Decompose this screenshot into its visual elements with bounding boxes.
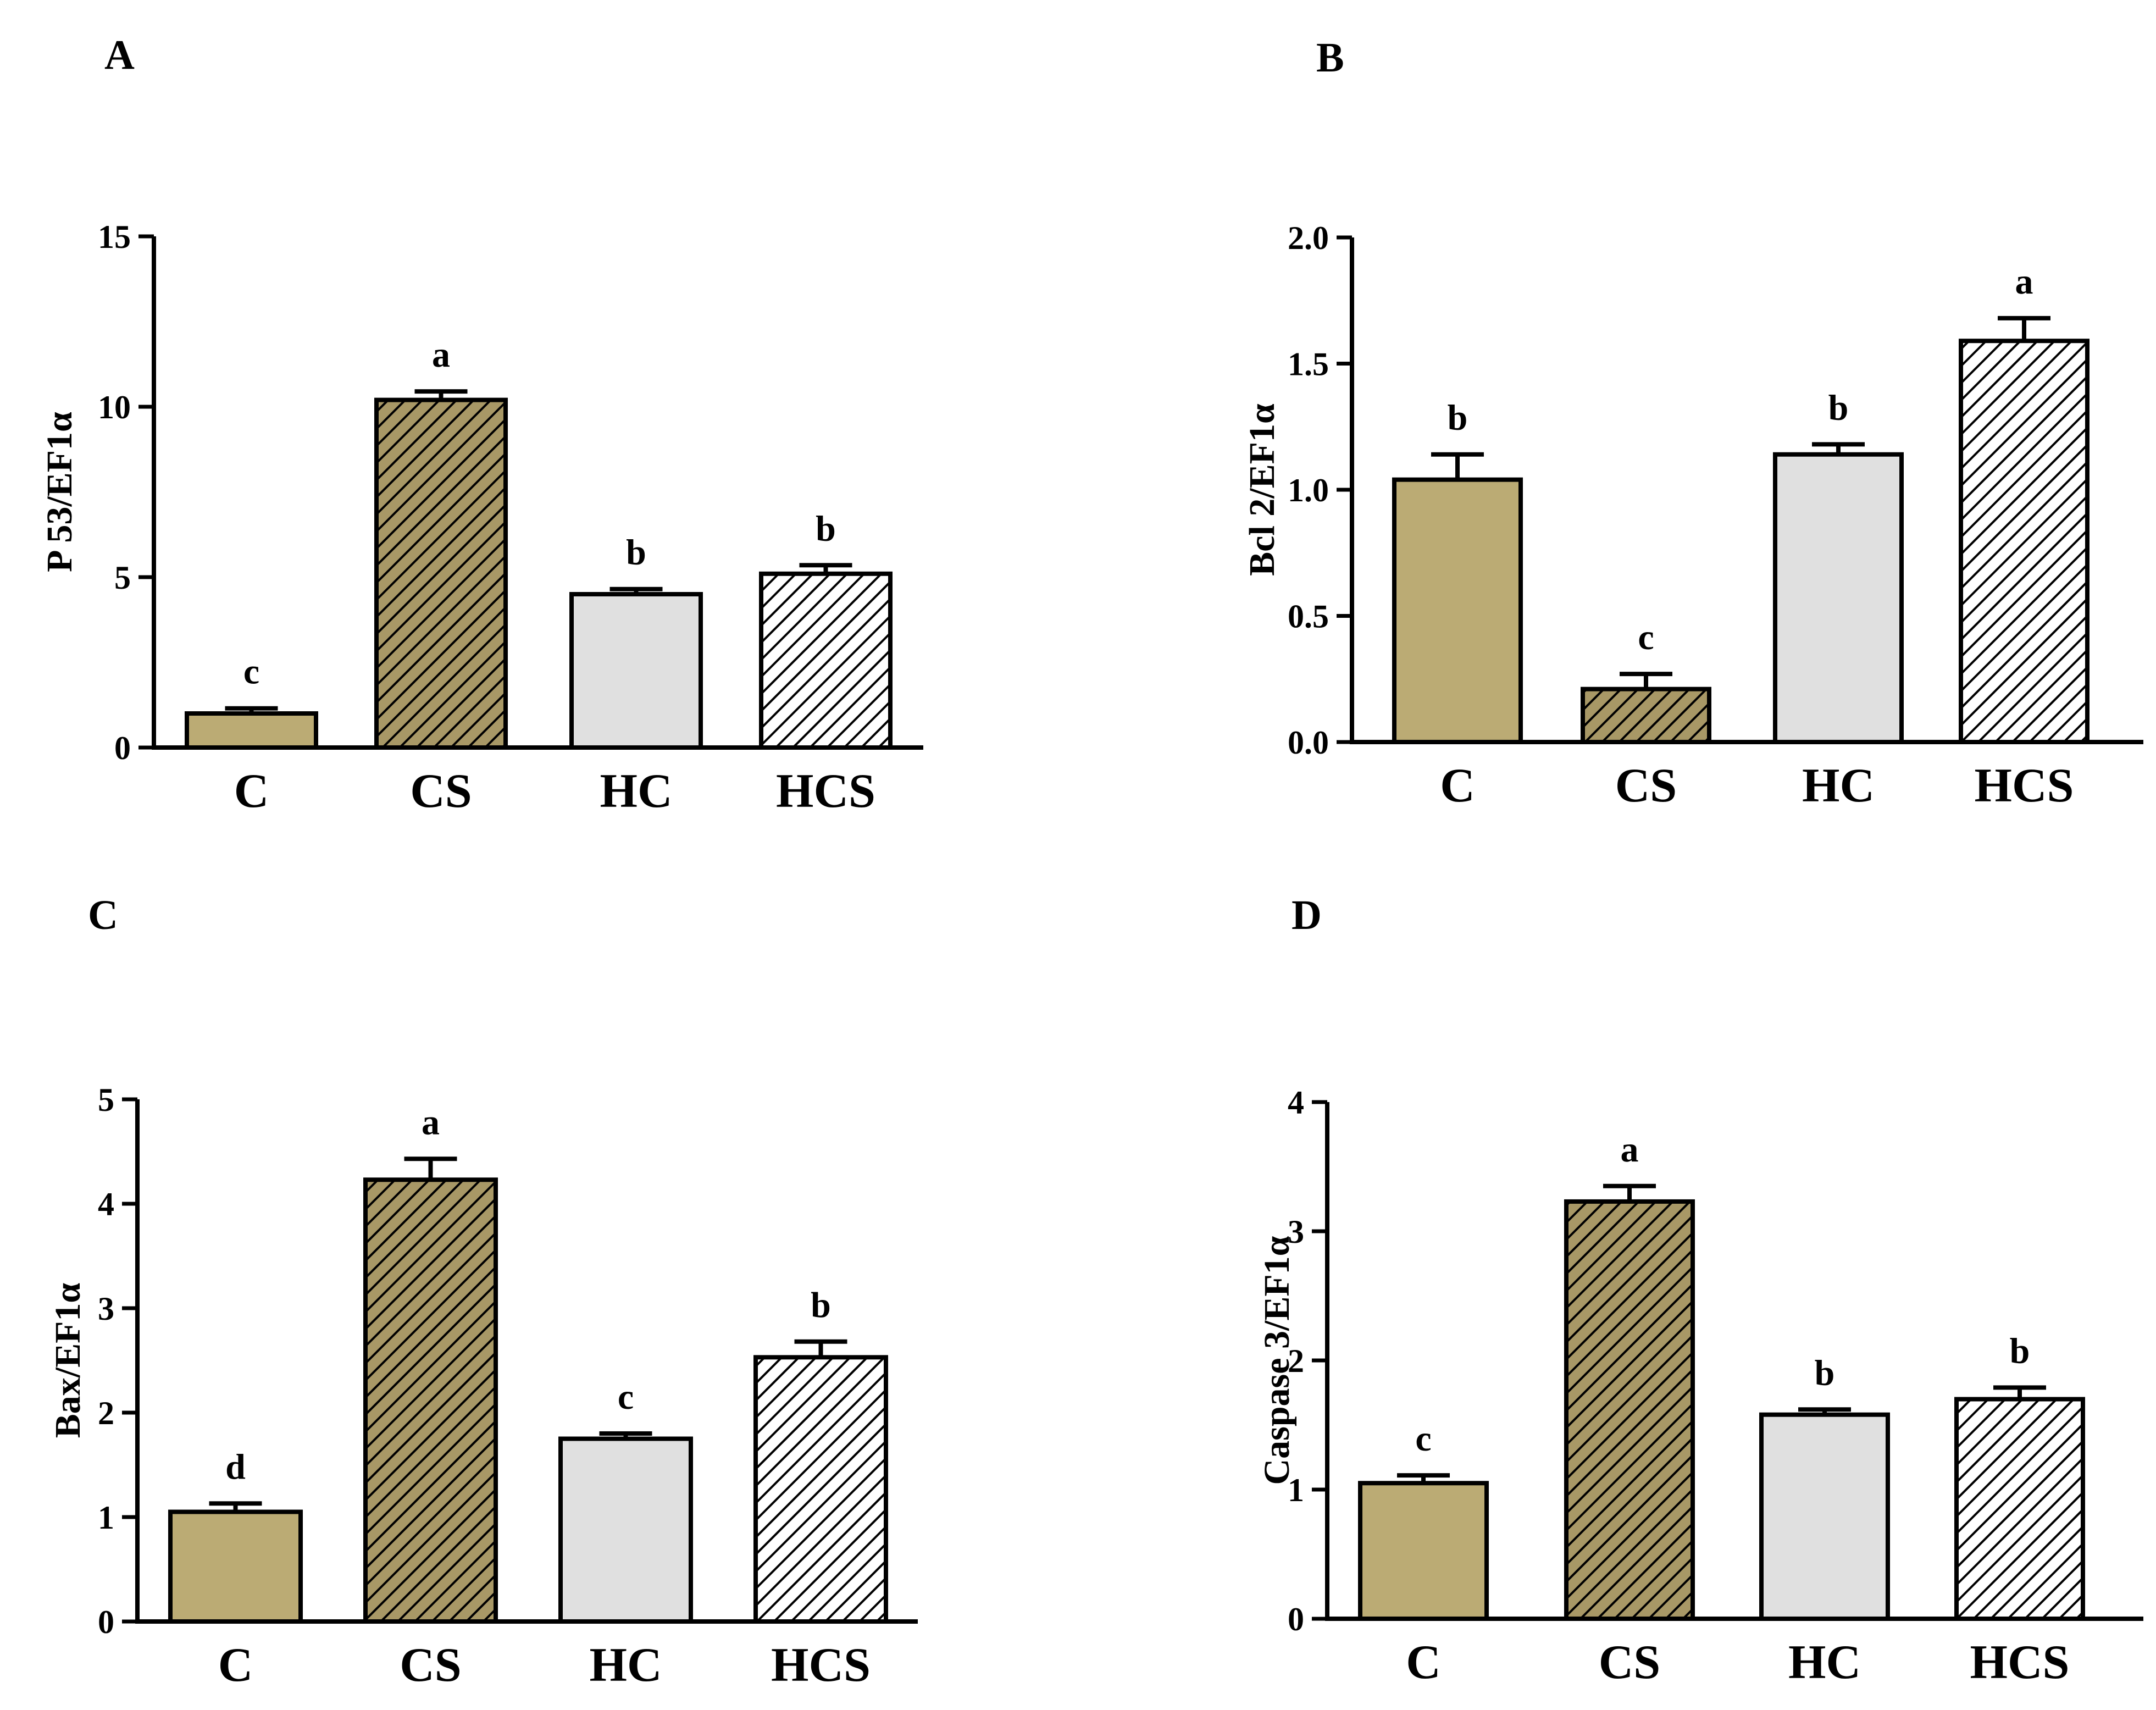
panel-D: D 0 1 2 3 4 Caspase 3/EF1α c Ca CS b HC b HCS [1257,892,2143,1689]
y-axis-label: Bax/EF1α [48,1283,88,1438]
significance-letter-HC: b [626,533,646,573]
bar-CS [374,397,508,750]
x-category-label-HC: HC [590,1639,662,1692]
significance-letter-CS: a [432,335,450,375]
x-category-label-HCS: HCS [771,1639,871,1692]
x-category-label-C: C [234,765,269,818]
panel-letter: A [104,32,135,78]
bar-C [1392,477,1523,744]
y-tick-label: 2.0 [1288,220,1329,256]
panel-C: C 0 1 2 3 4 5 Bax/EF1α d Ca CS c HC b HCS [48,892,918,1692]
y-tick-label: 1.5 [1288,346,1329,383]
significance-letter-C: d [225,1447,246,1487]
bar-CS [363,1177,498,1624]
significance-letter-CS: a [422,1102,440,1142]
significance-letter-HCS: b [816,508,836,549]
y-tick-label: 4 [98,1186,114,1222]
x-category-label-HC: HC [600,765,673,818]
y-tick-label: 1.0 [1288,472,1329,508]
y-axis-label: P 53/EF1α [40,412,80,572]
panel-A: A 0 5 10 15 P 53/EF1α c Ca CS b HC b HCS [40,32,923,818]
bar-C [168,1509,303,1624]
bar-HCS [759,571,893,750]
bar-CS [1564,1199,1695,1621]
panel-letter: B [1316,35,1344,81]
bar-HC [569,592,703,750]
x-category-label-CS: CS [1599,1636,1661,1689]
y-tick-label: 2 [98,1395,114,1431]
significance-letter-HC: b [1828,388,1849,428]
panel-letter: D [1292,892,1322,938]
y-tick-label: 5 [114,560,131,596]
y-tick-label: 2 [1288,1343,1304,1379]
bar-HCS [1959,339,2090,744]
bar-HCS [1954,1397,2085,1621]
y-tick-label: 1 [1288,1472,1304,1508]
significance-letter-C: c [243,652,259,692]
y-tick-label: 0 [1288,1601,1304,1637]
x-category-label-C: C [1406,1636,1441,1689]
x-category-label-CS: CS [400,1639,462,1692]
y-tick-label: 0.0 [1288,724,1329,761]
significance-letter-CS: a [1621,1130,1639,1170]
bar-C [185,711,318,750]
y-tick-label: 15 [98,219,131,255]
bar-HCS [753,1355,888,1624]
y-tick-label: 3 [98,1291,114,1327]
x-category-label-C: C [218,1639,253,1692]
y-tick-label: 0 [114,730,131,766]
significance-letter-CS: c [1638,617,1654,657]
significance-letter-HCS: a [2015,262,2033,302]
y-tick-label: 5 [98,1082,114,1118]
bar-C [1358,1481,1489,1621]
y-tick-label: 10 [98,389,131,425]
significance-letter-C: c [1415,1419,1431,1459]
x-category-label-HCS: HCS [1970,1636,2070,1689]
y-tick-label: 0.5 [1288,599,1329,635]
significance-letter-HC: c [618,1377,634,1417]
y-tick-label: 3 [1288,1214,1304,1250]
bar-HC [1759,1412,1890,1621]
panel-letter: C [88,892,118,938]
y-tick-label: 1 [98,1499,114,1536]
y-tick-label: 4 [1288,1084,1304,1121]
x-category-label-C: C [1440,759,1475,812]
significance-letter-HCS: b [2010,1331,2030,1371]
x-category-label-HC: HC [1802,759,1875,812]
y-tick-label: 0 [98,1604,114,1640]
x-category-label-HCS: HCS [1975,759,2074,812]
x-category-label-HC: HC [1788,1636,1861,1689]
significance-letter-HCS: b [811,1285,831,1325]
bar-HC [558,1436,693,1624]
panel-B: B 0.0 0.5 1.0 1.5 2.0 Bcl 2/EF1α b Cc CS b HC a HCS [1242,35,2143,812]
y-axis-label: Bcl 2/EF1α [1242,403,1282,576]
bar-HC [1773,452,1904,744]
bar-CS [1581,687,1711,744]
x-category-label-HCS: HCS [776,765,875,818]
y-axis-label: Caspase 3/EF1α [1257,1236,1297,1485]
significance-letter-HC: b [1815,1353,1835,1393]
x-category-label-CS: CS [410,765,472,818]
x-category-label-CS: CS [1615,759,1677,812]
significance-letter-C: b [1448,398,1468,438]
